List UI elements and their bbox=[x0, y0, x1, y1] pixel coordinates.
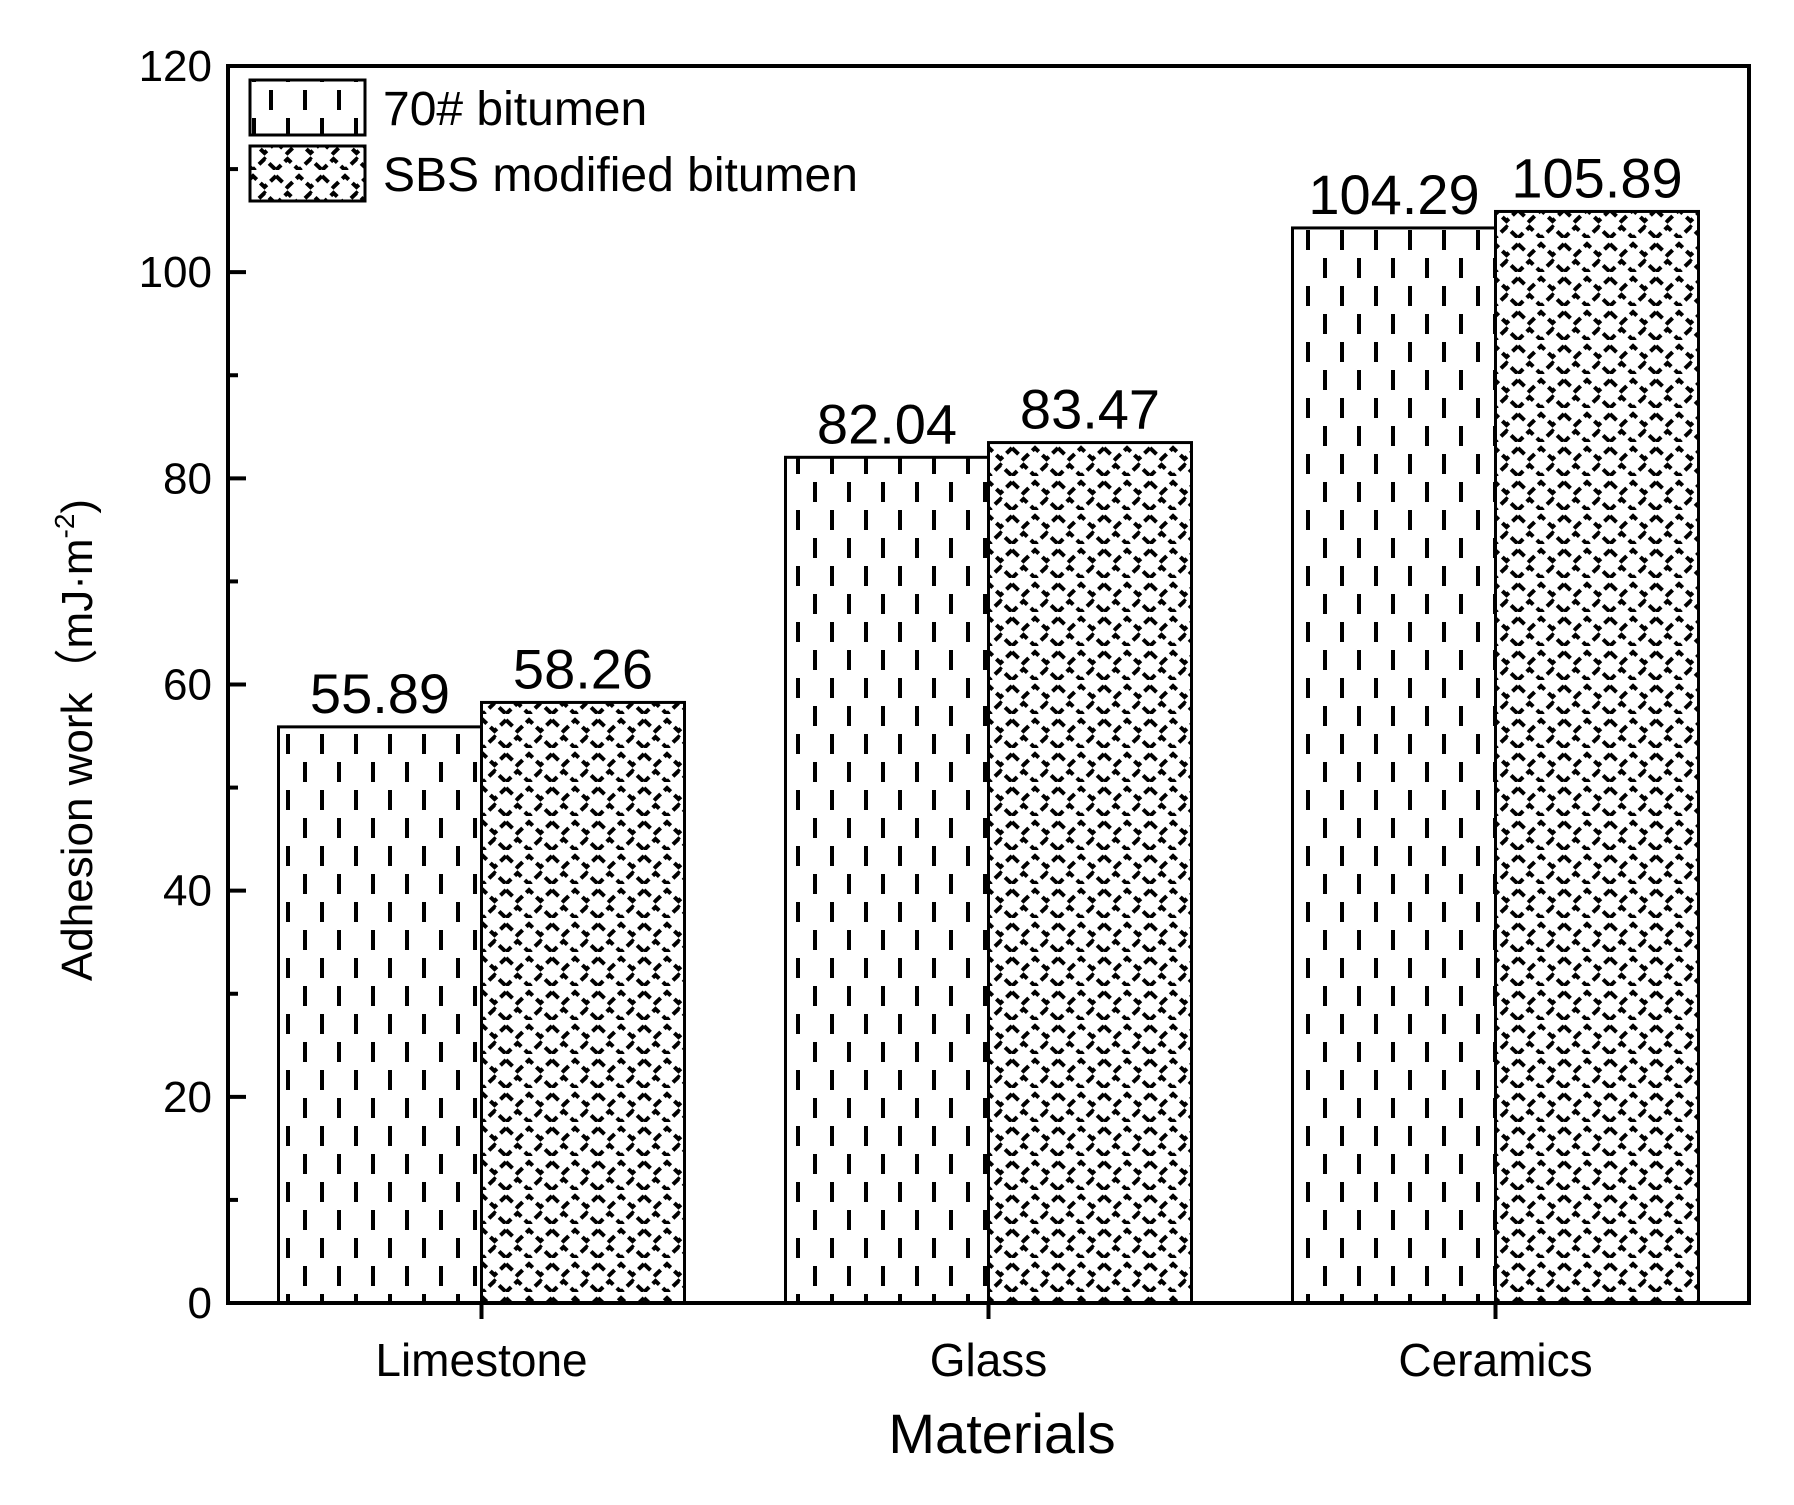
y-tick-label: 60 bbox=[163, 661, 212, 710]
bars bbox=[277, 209, 1700, 1305]
data-label: 55.89 bbox=[310, 662, 450, 725]
x-category-label: Ceramics bbox=[1398, 1334, 1592, 1386]
legend: 70# bitumen SBS modified bitumen bbox=[248, 78, 858, 203]
y-axis-title-sup: -2 bbox=[49, 514, 80, 539]
data-label: 83.47 bbox=[1020, 378, 1160, 441]
plot-frame bbox=[226, 64, 1751, 1305]
data-labels: 55.89 58.26 82.04 83.47 104.29 105.89 bbox=[310, 146, 1683, 724]
x-category-label: Limestone bbox=[375, 1334, 587, 1386]
y-tick-label: 20 bbox=[163, 1073, 212, 1122]
data-label: 105.89 bbox=[1511, 146, 1682, 209]
y-tick-label: 40 bbox=[163, 867, 212, 916]
data-label: 82.04 bbox=[817, 392, 957, 455]
legend-label-sbs-modified-bitumen: SBS modified bitumen bbox=[383, 149, 858, 202]
legend-swatch-70-bitumen bbox=[248, 78, 367, 137]
bar-70-bitumen-limestone bbox=[277, 725, 483, 1305]
x-axis-title: Materials bbox=[888, 1402, 1115, 1465]
y-axis-ticks: 0 20 40 60 80 100 120 bbox=[139, 42, 246, 1328]
data-label: 104.29 bbox=[1308, 163, 1479, 226]
bar-sbs-modified-bitumen-ceramics bbox=[1494, 209, 1700, 1305]
legend-swatch-sbs-modified-bitumen bbox=[248, 144, 367, 203]
bar-70-bitumen-ceramics bbox=[1291, 226, 1497, 1305]
x-axis-categories: Limestone Glass Ceramics bbox=[375, 1303, 1593, 1386]
legend-label-70-bitumen: 70# bitumen bbox=[383, 83, 647, 136]
y-tick-label: 0 bbox=[188, 1279, 212, 1328]
bar-sbs-modified-bitumen-limestone bbox=[480, 700, 686, 1305]
bar-70-bitumen-glass bbox=[784, 455, 990, 1305]
data-label: 58.26 bbox=[513, 637, 653, 700]
y-tick-label: 120 bbox=[139, 42, 212, 91]
y-tick-label: 80 bbox=[163, 454, 212, 503]
y-axis-title-close: ) bbox=[53, 499, 102, 514]
x-category-label: Glass bbox=[930, 1334, 1048, 1386]
y-axis-title: Adhesion work（mJ·m-2) bbox=[49, 499, 102, 981]
y-axis-title-main: Adhesion work（mJ·m bbox=[53, 539, 102, 982]
bar-sbs-modified-bitumen-glass bbox=[987, 441, 1193, 1305]
y-tick-label: 100 bbox=[139, 248, 212, 297]
